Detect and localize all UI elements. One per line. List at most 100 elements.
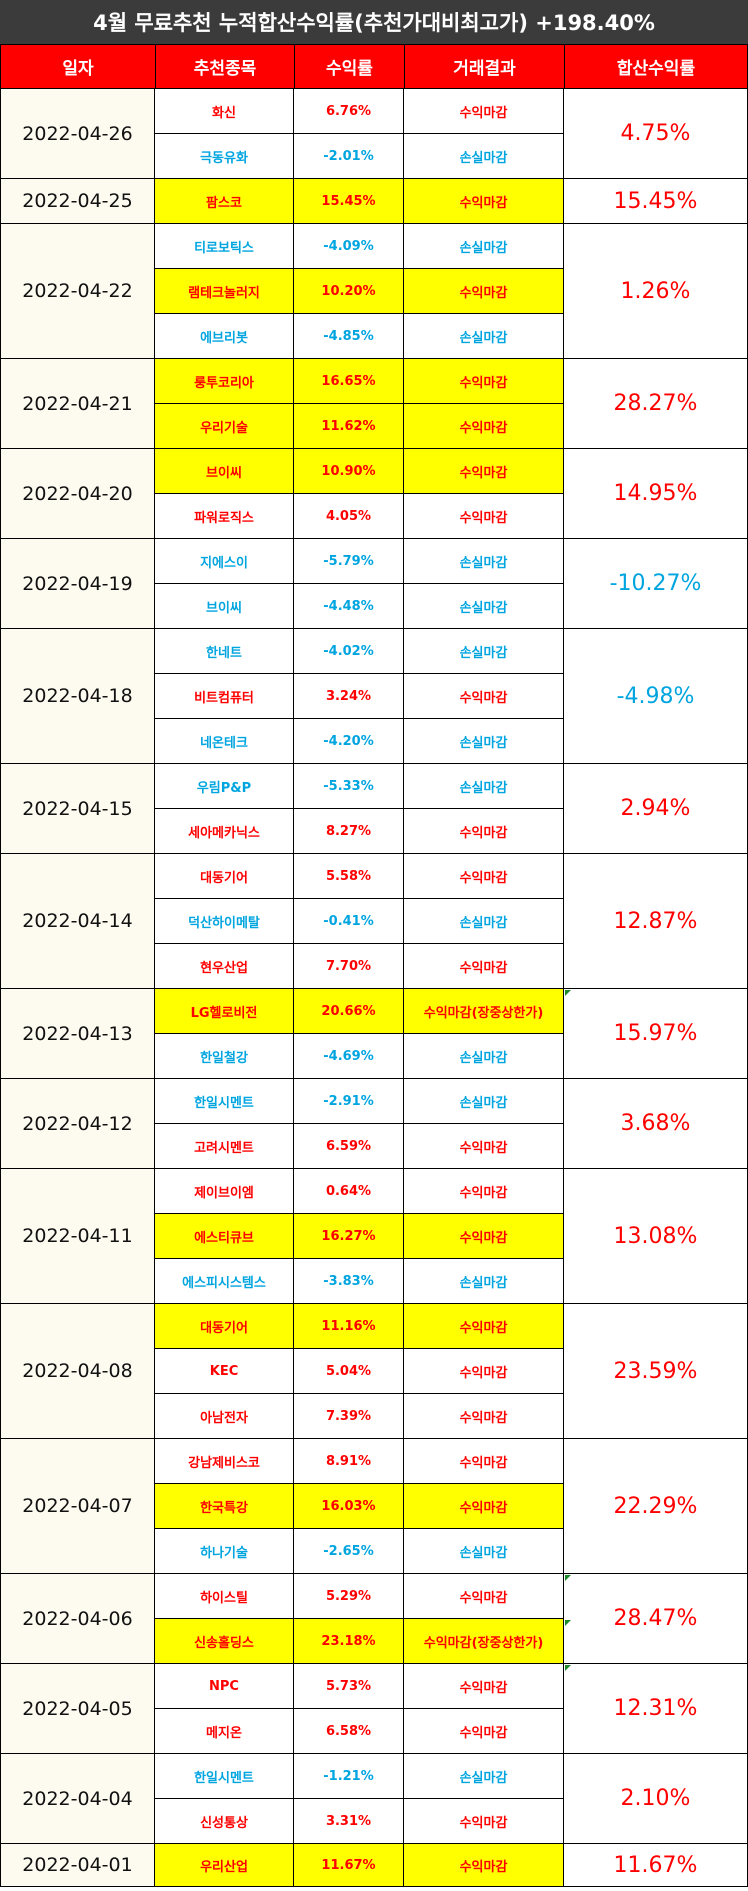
combined-return-cell: 12.31% — [564, 1664, 748, 1754]
combined-return-cell: 23.59% — [564, 1304, 748, 1439]
return-cell: 16.27% — [294, 1214, 404, 1259]
date-cell: 2022-04-21 — [0, 359, 155, 449]
trade-result-cell: 손실마감 — [404, 1529, 564, 1574]
return-cell: -4.69% — [294, 1034, 404, 1079]
stock-name-cell: 우리산업 — [155, 1844, 294, 1887]
trade-result-cell: 수익마감 — [404, 1304, 564, 1349]
trade-result-cell: 수익마감 — [404, 359, 564, 404]
return-cell: -4.02% — [294, 629, 404, 674]
date-cell: 2022-04-11 — [0, 1169, 155, 1304]
trade-result-cell: 수익마감 — [404, 1214, 564, 1259]
stock-name-cell: 극동유화 — [155, 134, 294, 179]
trade-result-cell: 수익마감 — [404, 1709, 564, 1754]
combined-return-cell: 1.26% — [564, 224, 748, 359]
stock-name-cell: 네온테크 — [155, 719, 294, 764]
return-cell: -5.79% — [294, 539, 404, 584]
trade-result-cell: 손실마감 — [404, 719, 564, 764]
stock-name-cell: 한일철강 — [155, 1034, 294, 1079]
stock-name-cell: 강남제비스코 — [155, 1439, 294, 1484]
date-cell: 2022-04-08 — [0, 1304, 155, 1439]
return-cell: 3.31% — [294, 1799, 404, 1844]
stock-name-cell: 한네트 — [155, 629, 294, 674]
stock-name-cell: 신송홀딩스 — [155, 1619, 294, 1664]
stock-name-cell: 파워로직스 — [155, 494, 294, 539]
comment-marker-icon — [565, 1665, 571, 1671]
combined-return-cell: 28.47% — [564, 1574, 748, 1664]
stock-name-cell: 신성통상 — [155, 1799, 294, 1844]
combined-return-cell: 3.68% — [564, 1079, 748, 1169]
combined-return-cell: 4.75% — [564, 89, 748, 179]
return-cell: -2.91% — [294, 1079, 404, 1124]
return-cell: 10.20% — [294, 269, 404, 314]
trade-result-cell: 수익마감 — [404, 1844, 564, 1887]
header-return: 수익률 — [294, 44, 404, 89]
combined-return-cell: 15.97% — [564, 989, 748, 1079]
stock-name-cell: 비트컴퓨터 — [155, 674, 294, 719]
stock-name-cell: 화신 — [155, 89, 294, 134]
return-cell: -4.20% — [294, 719, 404, 764]
combined-return-cell: -10.27% — [564, 539, 748, 629]
comment-marker-icon — [565, 990, 571, 996]
date-cell: 2022-04-13 — [0, 989, 155, 1079]
comment-marker-icon — [565, 1620, 571, 1626]
stock-name-cell: 에스피시스템스 — [155, 1259, 294, 1304]
return-cell: 15.45% — [294, 179, 404, 224]
return-cell: 5.04% — [294, 1349, 404, 1394]
combined-return-cell: 13.08% — [564, 1169, 748, 1304]
return-cell: 11.62% — [294, 404, 404, 449]
trade-result-cell: 손실마감 — [404, 1754, 564, 1799]
stock-name-cell: 팜스코 — [155, 179, 294, 224]
return-cell: 0.64% — [294, 1169, 404, 1214]
stock-name-cell: KEC — [155, 1349, 294, 1394]
trade-result-cell: 손실마감 — [404, 899, 564, 944]
return-cell: 6.59% — [294, 1124, 404, 1169]
date-cell: 2022-04-25 — [0, 179, 155, 224]
stock-name-cell: 현우산업 — [155, 944, 294, 989]
trade-result-cell: 수익마감 — [404, 944, 564, 989]
combined-return-cell: -4.98% — [564, 629, 748, 764]
stock-name-cell: 룽투코리아 — [155, 359, 294, 404]
stock-name-cell: 우리기술 — [155, 404, 294, 449]
date-cell: 2022-04-22 — [0, 224, 155, 359]
trade-result-cell: 손실마감 — [404, 629, 564, 674]
trade-result-cell: 수익마감 — [404, 1124, 564, 1169]
stock-name-cell: 하이스틸 — [155, 1574, 294, 1619]
return-cell: 23.18% — [294, 1619, 404, 1664]
return-cell: 20.66% — [294, 989, 404, 1034]
trade-result-cell: 손실마감 — [404, 134, 564, 179]
stock-name-cell: LG헬로비전 — [155, 989, 294, 1034]
return-cell: 8.27% — [294, 809, 404, 854]
stock-name-cell: 대동기어 — [155, 854, 294, 899]
combined-return-cell: 15.45% — [564, 179, 748, 224]
return-cell: -2.65% — [294, 1529, 404, 1574]
stock-name-cell: 한일시멘트 — [155, 1079, 294, 1124]
date-cell: 2022-04-01 — [0, 1844, 155, 1887]
trade-result-cell: 수익마감 — [404, 1439, 564, 1484]
combined-return-cell: 12.87% — [564, 854, 748, 989]
sheet-title: 4월 무료추천 누적합산수익률(추천가대비최고가) +198.40% — [0, 0, 748, 45]
trade-result-cell: 수익마감 — [404, 674, 564, 719]
trade-result-cell: 손실마감 — [404, 314, 564, 359]
trade-result-cell: 손실마감 — [404, 764, 564, 809]
header-result: 거래결과 — [404, 44, 564, 89]
trade-result-cell: 수익마감 — [404, 494, 564, 539]
combined-return-cell: 2.10% — [564, 1754, 748, 1844]
date-cell: 2022-04-07 — [0, 1439, 155, 1574]
return-cell: 10.90% — [294, 449, 404, 494]
stock-name-cell: 램테크놀러지 — [155, 269, 294, 314]
return-cell: -1.21% — [294, 1754, 404, 1799]
stock-name-cell: 세아메카닉스 — [155, 809, 294, 854]
return-cell: 3.24% — [294, 674, 404, 719]
return-cell: 11.16% — [294, 1304, 404, 1349]
trade-result-cell: 수익마감(장중상한가) — [404, 1619, 564, 1664]
stock-name-cell: 하나기술 — [155, 1529, 294, 1574]
stock-name-cell: 메지온 — [155, 1709, 294, 1754]
trade-result-cell: 수익마감(장중상한가) — [404, 989, 564, 1034]
stock-name-cell: 덕산하이메탈 — [155, 899, 294, 944]
trade-result-cell: 손실마감 — [404, 1034, 564, 1079]
trade-result-cell: 수익마감 — [404, 1484, 564, 1529]
return-cell: 5.29% — [294, 1574, 404, 1619]
stock-name-cell: 브이씨 — [155, 449, 294, 494]
return-cell: 4.05% — [294, 494, 404, 539]
